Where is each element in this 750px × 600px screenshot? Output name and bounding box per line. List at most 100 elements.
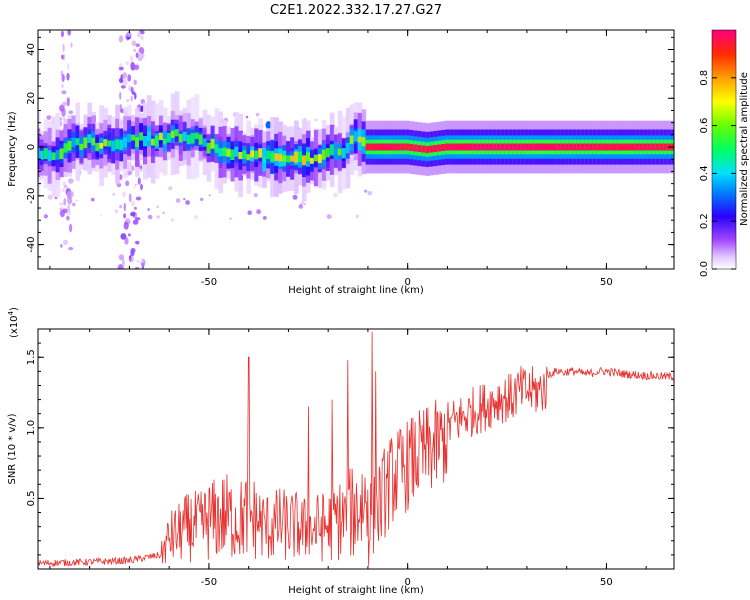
y-tick-label: 0 (26, 144, 37, 150)
ridge-cell (659, 143, 665, 151)
ridge-cell (75, 138, 81, 146)
noise-dot (61, 90, 67, 95)
ridge-cell (254, 150, 259, 160)
ridge-cell (43, 148, 49, 159)
snr-x-ticks: -50 0 50 (49, 329, 647, 588)
noise-dot (59, 202, 64, 206)
ridge-cell (103, 139, 108, 147)
ridge-cell (71, 137, 77, 147)
ridge-cell (612, 143, 617, 151)
noise-dot (247, 210, 252, 215)
spectrogram-x-ticks: -50 0 50 (49, 30, 647, 288)
snr-frame (37, 328, 675, 570)
y-tick-label: 0.5 (26, 490, 37, 506)
ridge-cell (286, 155, 291, 163)
ridge-cell (508, 143, 514, 151)
ridge-cell (79, 143, 84, 150)
y-tick-label: 20 (26, 92, 37, 105)
colorbar-gradient (711, 29, 737, 270)
x-tick-label: -50 (201, 277, 217, 288)
noise-dot (137, 177, 141, 185)
noise-dot (262, 216, 267, 220)
ridge-cell (484, 143, 490, 151)
noise-dot (130, 250, 135, 257)
noise-dot (120, 85, 126, 89)
noise-dot (300, 201, 305, 205)
ridge-cell (572, 143, 577, 151)
noise-dot (200, 197, 204, 202)
ridge-cell (91, 137, 96, 146)
ridge-cell (119, 139, 124, 151)
noise-dot (256, 209, 261, 215)
noise-dot (132, 219, 139, 225)
ridge-cell (147, 131, 152, 142)
ridge-cell (186, 134, 192, 145)
noise-dot (134, 240, 140, 245)
ridge-cell (663, 143, 669, 151)
noise-dot (118, 35, 124, 43)
noise-dot (147, 214, 153, 220)
noise-dot (253, 193, 258, 198)
spectrogram-y-ticks: -40 -20 0 20 40 (26, 36, 674, 270)
ridge-cell (139, 132, 144, 141)
ridge-cell (580, 143, 585, 151)
ridge-cell (560, 143, 565, 151)
ridge-cell (274, 153, 279, 161)
ridge-cell (38, 147, 41, 159)
ridge-cell (214, 144, 220, 153)
noise-dot (156, 205, 159, 208)
ridge-cell (512, 143, 518, 151)
y-tick-label: -40 (26, 236, 37, 252)
ridge-cell (341, 148, 347, 159)
noise-dot (67, 63, 70, 70)
ridge-cell (548, 143, 554, 151)
noise-dot (66, 213, 69, 215)
x-tick-label: 0 (404, 577, 410, 588)
ridge-cell (337, 148, 343, 156)
ridge-cell (298, 151, 303, 162)
noise-dot (208, 194, 211, 197)
noise-dot (124, 76, 127, 85)
noise-dot (135, 266, 140, 269)
ridge-cell (294, 151, 299, 163)
noise-dot (67, 204, 71, 213)
noise-dot (66, 215, 70, 221)
ridge-cell (465, 143, 470, 151)
ridge-cell (651, 143, 657, 151)
ridge-cell (143, 136, 148, 147)
colorbar-label: Normalized spectral amplitude (739, 72, 750, 226)
noise-dot (135, 196, 142, 201)
ridge-cell (600, 143, 605, 151)
noise-dot (72, 202, 76, 207)
noise-dot (118, 254, 125, 261)
spectrogram-heatmap (38, 30, 674, 269)
ridge-cell (520, 143, 526, 151)
snr-y-exponent-close: ) (9, 307, 20, 311)
ridge-cell (647, 143, 653, 151)
ridge-cell (131, 134, 136, 141)
ridge-cell (365, 143, 371, 151)
ridge-cell (234, 146, 239, 157)
noise-dot (135, 183, 137, 186)
ridge-cell (488, 143, 494, 151)
ridge-cell (564, 143, 569, 151)
ridge-cell (369, 143, 375, 151)
ridge-cell (504, 143, 510, 151)
ridge-cell (624, 143, 629, 151)
noise-dot (175, 198, 181, 203)
noise-dot (119, 91, 122, 100)
noise-dot (68, 110, 74, 115)
noise-dot (134, 92, 137, 100)
ridge-cell (453, 143, 458, 151)
noise-dot (140, 35, 144, 41)
ridge-cell (321, 149, 327, 160)
ridge-cell (333, 148, 339, 155)
colorbar-tick-label: 0.0 (699, 261, 710, 277)
ridge-cell (576, 143, 581, 151)
ridge-cell (433, 145, 438, 152)
ridge-cell (151, 138, 156, 146)
colorbar-tick-label: 0.2 (699, 213, 710, 229)
noise-dot (147, 208, 150, 211)
noise-dot (130, 95, 134, 102)
noise-dot (168, 186, 173, 191)
